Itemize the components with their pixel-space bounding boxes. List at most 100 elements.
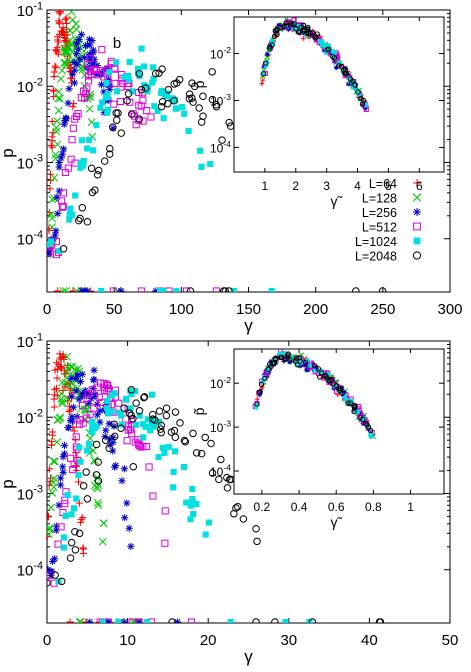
inset-x-tick-label: 6: [416, 179, 423, 193]
data-point: [53, 193, 61, 201]
data-point: [125, 72, 132, 80]
data-point: [124, 90, 133, 98]
data-point: [53, 140, 62, 149]
data-point: [67, 155, 75, 163]
data-point: [94, 501, 103, 510]
data-point: [125, 524, 133, 532]
data-point: [106, 81, 114, 89]
inset-frame: [233, 16, 445, 173]
data-point: [329, 378, 335, 383]
data-point: [198, 163, 205, 170]
data-point: [349, 401, 354, 406]
data-point: [189, 429, 197, 438]
data-point: [311, 363, 318, 369]
data-point: [78, 287, 86, 292]
data-point: [186, 287, 195, 292]
data-point: [113, 116, 121, 124]
data-point: [68, 392, 76, 400]
data-point: [259, 384, 265, 390]
data-point: [358, 95, 364, 102]
data-point: [158, 87, 165, 94]
data-point: [282, 357, 287, 363]
data-point: [62, 115, 70, 123]
data-point: [92, 440, 101, 449]
data-point: [76, 214, 84, 223]
data-point: [301, 27, 308, 33]
data-point: [47, 249, 53, 258]
data-point: [170, 468, 177, 475]
data-point: [270, 37, 275, 42]
data-point: [277, 351, 282, 357]
data-point: [148, 391, 155, 398]
data-point: [94, 458, 102, 466]
data-point: [171, 408, 180, 416]
data-point: [78, 370, 86, 378]
data-point: [181, 438, 190, 446]
data-point: [272, 355, 278, 362]
data-point: [152, 287, 160, 292]
data-point: [99, 519, 108, 528]
inset-x-tick-label: 4: [354, 179, 361, 193]
data-point: [202, 531, 209, 538]
data-point: [330, 49, 335, 54]
data-point: [345, 400, 351, 406]
data-point: [87, 164, 96, 173]
data-point: [75, 529, 84, 538]
data-point: [265, 366, 272, 372]
data-point: [94, 477, 103, 485]
data-point: [47, 185, 54, 193]
data-point: [73, 364, 82, 373]
plot-frame: [46, 340, 451, 624]
data-point: [47, 513, 53, 521]
data-point: [57, 523, 65, 531]
data-point: [347, 400, 353, 406]
data-point: [117, 287, 125, 292]
data-point: [123, 499, 131, 507]
data-point: [89, 446, 98, 455]
data-point: [66, 216, 73, 223]
data-point: [93, 61, 101, 70]
data-point: [76, 416, 84, 424]
inset-x-axis-label: γ̃: [331, 514, 343, 530]
data-point: [60, 441, 69, 449]
data-point: [53, 46, 61, 54]
data-point: [223, 484, 232, 492]
data-point: [239, 515, 248, 523]
data-point: [110, 422, 118, 430]
inset-x-tick-label: 5: [385, 179, 392, 193]
data-point: [59, 202, 67, 210]
data-point: [265, 368, 270, 373]
data-point: [79, 482, 88, 490]
data-point: [323, 373, 329, 379]
data-point: [225, 118, 233, 127]
data-point: [91, 186, 99, 194]
data-point: [208, 68, 216, 76]
data-point: [106, 86, 114, 94]
data-point: [125, 409, 134, 417]
data-point: [135, 407, 144, 415]
data-point: [54, 94, 63, 103]
data-point: [57, 474, 65, 482]
data-point: [155, 454, 162, 461]
legend-label: L=512: [362, 221, 397, 235]
data-point: [320, 43, 325, 48]
data-point: [72, 192, 79, 199]
data-point: [183, 287, 191, 292]
data-point: [68, 413, 76, 421]
data-point: [50, 403, 58, 411]
data-point: [69, 403, 78, 411]
inset-y-tick-label: 10-3: [210, 92, 231, 108]
data-point: [144, 416, 151, 423]
data-point: [54, 210, 62, 218]
data-point: [149, 79, 156, 86]
inset-y-tick-label: 10-4: [210, 463, 231, 479]
data-point: [83, 495, 92, 503]
data-point: [85, 35, 93, 43]
data-point: [103, 618, 111, 623]
data-point: [208, 469, 217, 477]
data-point: [56, 10, 64, 17]
data-point: [296, 359, 301, 364]
data-point: [59, 189, 67, 197]
data-point: [58, 397, 67, 406]
data-point: [105, 150, 114, 158]
